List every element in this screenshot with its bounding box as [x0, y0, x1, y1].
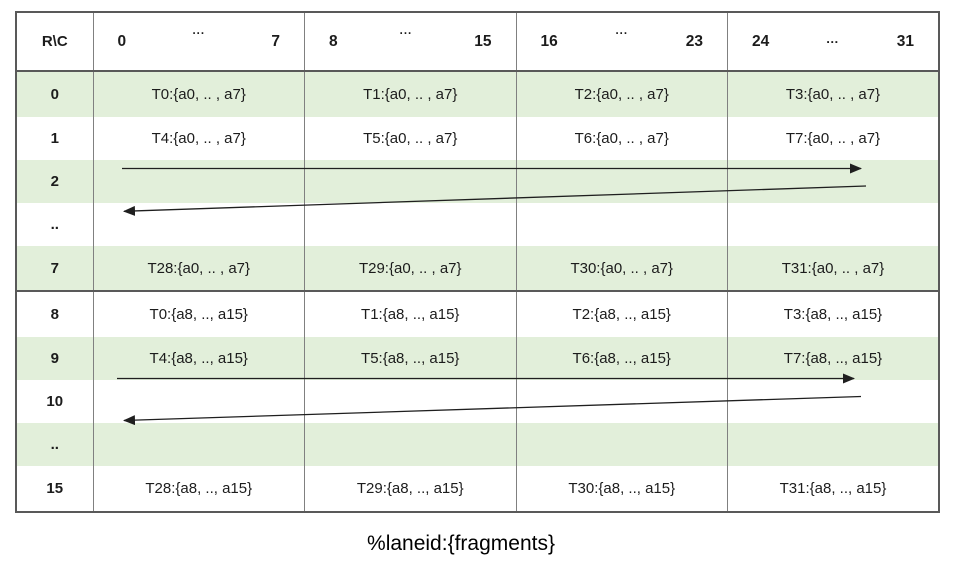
- empty-cell: [92, 380, 305, 424]
- row-label: 0: [16, 71, 93, 117]
- fragment-cell: T2:{a8, .., a15}: [515, 291, 728, 338]
- empty-cell: [92, 202, 305, 246]
- col-range-start: 24: [752, 32, 770, 50]
- fragment-cell: T6:{a0, .. , a7}: [515, 116, 728, 160]
- empty-cell: [727, 202, 939, 246]
- fragment-cell: T31:{a8, .., a15}: [727, 466, 939, 512]
- fragment-cell: T4:{a8, .., a15}: [92, 337, 305, 381]
- fragment-cell: T29:{a8, .., a15}: [304, 466, 516, 512]
- ellipsis: ...: [192, 24, 206, 37]
- fragment-cell: T30:{a8, .., a15}: [515, 466, 728, 512]
- col-header-0-7: 0... 7: [92, 12, 305, 71]
- empty-cell: [727, 159, 939, 203]
- col-range-end: 23: [685, 32, 703, 50]
- empty-cell: [304, 423, 516, 467]
- col-header-8-15: 8... 15: [304, 12, 516, 71]
- empty-cell: [92, 423, 305, 467]
- fragment-cell: T2:{a0, .. , a7}: [515, 71, 728, 117]
- table-row-9: 9 T4:{a8, .., a15} T5:{a8, .., a15} T6:{a8,…: [16, 337, 939, 381]
- col-range-end: 31: [896, 32, 914, 50]
- fragment-cell: T0:{a0, .. , a7}: [92, 71, 305, 117]
- empty-cell: [304, 380, 516, 424]
- empty-cell: [727, 423, 939, 467]
- fragment-cell: T7:{a0, .. , a7}: [727, 116, 939, 160]
- col-range-start: 16: [540, 32, 558, 50]
- fragment-cell: T7:{a8, .., a15}: [727, 337, 939, 381]
- col-range-end: 15: [474, 32, 492, 50]
- table-row-7: 7 T28:{a0, .. , a7} T29:{a0, .. , a7} T30:{…: [16, 245, 939, 292]
- col-range-start: 8: [329, 32, 338, 50]
- fragment-cell: T31:{a0, .. , a7}: [727, 245, 939, 292]
- table-row-0: 0 T0:{a0, .. , a7} T1:{a0, .. , a7} T2:{a0,…: [16, 71, 939, 117]
- fragment-table: R\C 0... 7 8... 15 16... 23 24… 31 0 T0:{a0, .. …: [15, 11, 940, 513]
- col-range-end: 7: [271, 32, 280, 50]
- empty-cell: [304, 159, 516, 203]
- col-header-16-23: 16... 23: [515, 12, 728, 71]
- empty-cell: [727, 380, 939, 424]
- ellipsis: ...: [615, 24, 629, 37]
- corner-label: R\C: [41, 33, 68, 50]
- empty-cell: [515, 380, 728, 424]
- row-label: 9: [16, 337, 93, 381]
- table-row-dotdot: ..: [16, 423, 939, 467]
- empty-cell: [515, 423, 728, 467]
- fragment-cell: T4:{a0, .. , a7}: [92, 116, 305, 160]
- fragment-cell: T3:{a8, .., a15}: [727, 291, 939, 338]
- fragment-cell: T1:{a8, .., a15}: [304, 291, 516, 338]
- row-label: 8: [50, 306, 59, 324]
- fragment-cell: T28:{a8, .., a15}: [92, 466, 305, 512]
- row-label: 15: [46, 480, 64, 498]
- fragment-cell: T3:{a0, .. , a7}: [727, 71, 939, 117]
- row-label: 10: [46, 393, 64, 411]
- row-label: ..: [50, 215, 59, 233]
- table-row-15: 15 T28:{a8, .., a15} T29:{a8, .., a15} T30:…: [16, 466, 939, 512]
- empty-cell: [92, 159, 305, 203]
- fragment-cell: T28:{a0, .. , a7}: [92, 245, 305, 292]
- fragment-cell: T1:{a0, .. , a7}: [304, 71, 516, 117]
- row-label: ..: [16, 423, 93, 467]
- row-label: 2: [16, 159, 93, 203]
- header-row: R\C 0... 7 8... 15 16... 23 24 … 31: [16, 12, 939, 71]
- ellipsis: ...: [399, 24, 413, 37]
- fragment-cell: T30:{a0, .. , a7}: [515, 245, 728, 292]
- row-label: 1: [50, 129, 59, 147]
- fragment-cell: T5:{a0, .. , a7}: [304, 116, 516, 160]
- empty-cell: [515, 202, 728, 246]
- table-row-10: 10: [16, 380, 939, 424]
- empty-cell: [515, 159, 728, 203]
- col-header-24-31: 24 … 31: [727, 12, 939, 71]
- fragment-cell: T5:{a8, .., a15}: [304, 337, 516, 381]
- empty-cell: [304, 202, 516, 246]
- caption: %laneid:{fragments}: [367, 532, 555, 555]
- fragment-cell: T6:{a8, .., a15}: [515, 337, 728, 381]
- table-row-2: 2: [16, 159, 939, 203]
- ellipsis: …: [825, 31, 841, 46]
- fragment-cell: T0:{a8, .., a15}: [92, 291, 305, 338]
- table-row-1: 1 T4:{a0, .. , a7} T5:{a0, .. , a7} T6:{a0,…: [16, 116, 939, 160]
- table-row-8: 8 T0:{a8, .., a15} T1:{a8, .., a15} T2:{a8,…: [16, 291, 939, 338]
- row-label: 7: [16, 245, 93, 292]
- col-range-start: 0: [117, 32, 127, 50]
- table-row-dotdot: ..: [16, 202, 939, 246]
- fragment-cell: T29:{a0, .. , a7}: [304, 245, 516, 292]
